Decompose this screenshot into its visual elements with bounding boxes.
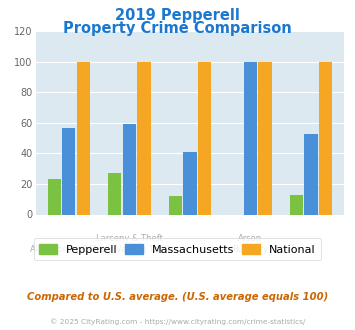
Bar bbox=[123, 124, 136, 214]
Text: Motor Vehicle Theft: Motor Vehicle Theft bbox=[88, 245, 170, 254]
Bar bbox=[304, 134, 318, 214]
Text: © 2025 CityRating.com - https://www.cityrating.com/crime-statistics/: © 2025 CityRating.com - https://www.city… bbox=[50, 318, 305, 325]
Bar bbox=[108, 173, 121, 214]
Bar bbox=[258, 62, 272, 214]
Text: All Property Crime: All Property Crime bbox=[31, 245, 107, 254]
Bar bbox=[244, 62, 257, 214]
Bar bbox=[48, 180, 61, 214]
Bar bbox=[290, 195, 303, 214]
Text: 2019 Pepperell: 2019 Pepperell bbox=[115, 8, 240, 23]
Bar bbox=[169, 196, 182, 214]
Bar bbox=[137, 62, 151, 214]
Bar bbox=[62, 127, 76, 214]
Text: Compared to U.S. average. (U.S. average equals 100): Compared to U.S. average. (U.S. average … bbox=[27, 292, 328, 302]
Text: Property Crime Comparison: Property Crime Comparison bbox=[63, 21, 292, 36]
Legend: Pepperell, Massachusetts, National: Pepperell, Massachusetts, National bbox=[34, 238, 321, 260]
Bar bbox=[198, 62, 211, 214]
Bar bbox=[319, 62, 332, 214]
Text: Larceny & Theft: Larceny & Theft bbox=[96, 234, 163, 243]
Bar bbox=[183, 152, 197, 214]
Text: Arson: Arson bbox=[239, 234, 263, 243]
Bar bbox=[77, 62, 90, 214]
Text: Burglary: Burglary bbox=[233, 245, 268, 254]
